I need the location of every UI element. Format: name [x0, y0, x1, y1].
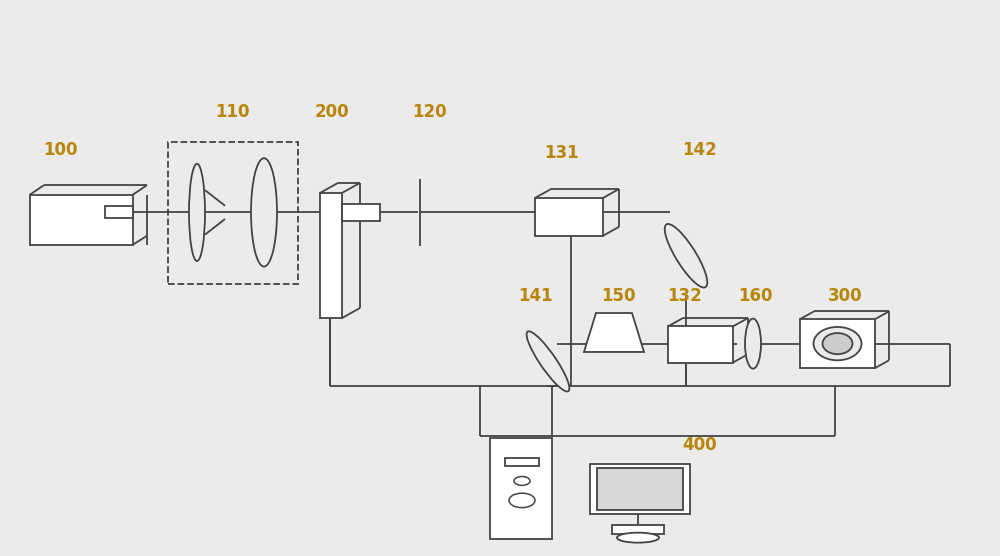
Ellipse shape: [617, 533, 659, 543]
Text: 110: 110: [215, 103, 249, 121]
Ellipse shape: [189, 163, 205, 261]
Text: 141: 141: [519, 287, 553, 305]
Bar: [320, 193, 342, 318]
Ellipse shape: [251, 158, 277, 266]
Text: 132: 132: [668, 287, 702, 305]
Circle shape: [514, 476, 530, 485]
Bar: [668, 326, 733, 363]
Bar: [800, 319, 875, 368]
Text: 131: 131: [545, 145, 579, 162]
Text: 100: 100: [43, 141, 77, 159]
Bar: [597, 468, 683, 510]
Text: 400: 400: [683, 436, 717, 454]
Polygon shape: [584, 313, 644, 352]
Text: 150: 150: [601, 287, 635, 305]
Ellipse shape: [527, 331, 569, 391]
Bar: [168, 142, 298, 284]
Text: 142: 142: [683, 141, 717, 159]
Circle shape: [509, 493, 535, 508]
Bar: [535, 198, 603, 236]
Bar: [105, 206, 133, 218]
Bar: [612, 525, 664, 534]
Bar: [490, 438, 552, 539]
Text: 300: 300: [828, 287, 862, 305]
Bar: [342, 204, 380, 221]
Ellipse shape: [814, 327, 862, 360]
Text: 160: 160: [738, 287, 772, 305]
Ellipse shape: [822, 333, 852, 354]
Ellipse shape: [665, 224, 707, 287]
Bar: [590, 464, 690, 514]
Bar: [30, 195, 133, 245]
Text: 200: 200: [315, 103, 349, 121]
Text: 120: 120: [413, 103, 447, 121]
Ellipse shape: [745, 319, 761, 369]
Bar: [505, 458, 539, 466]
